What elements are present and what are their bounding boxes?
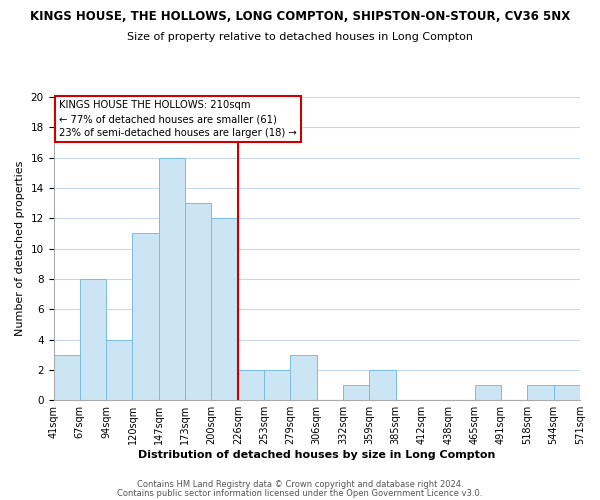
- Bar: [185, 203, 211, 400]
- Bar: [475, 385, 501, 400]
- Bar: [290, 354, 317, 400]
- Y-axis label: Number of detached properties: Number of detached properties: [15, 161, 25, 336]
- Bar: [106, 340, 133, 400]
- Bar: [264, 370, 290, 400]
- Bar: [211, 218, 238, 400]
- Bar: [133, 234, 159, 400]
- Bar: [80, 279, 106, 400]
- Text: Size of property relative to detached houses in Long Compton: Size of property relative to detached ho…: [127, 32, 473, 42]
- X-axis label: Distribution of detached houses by size in Long Compton: Distribution of detached houses by size …: [138, 450, 496, 460]
- Bar: [53, 354, 80, 400]
- Bar: [238, 370, 264, 400]
- Text: Contains HM Land Registry data © Crown copyright and database right 2024.: Contains HM Land Registry data © Crown c…: [137, 480, 463, 489]
- Bar: [343, 385, 370, 400]
- Bar: [159, 158, 185, 400]
- Text: KINGS HOUSE, THE HOLLOWS, LONG COMPTON, SHIPSTON-ON-STOUR, CV36 5NX: KINGS HOUSE, THE HOLLOWS, LONG COMPTON, …: [30, 10, 570, 23]
- Bar: [370, 370, 396, 400]
- Bar: [527, 385, 554, 400]
- Text: Contains public sector information licensed under the Open Government Licence v3: Contains public sector information licen…: [118, 488, 482, 498]
- Text: KINGS HOUSE THE HOLLOWS: 210sqm
← 77% of detached houses are smaller (61)
23% of: KINGS HOUSE THE HOLLOWS: 210sqm ← 77% of…: [59, 100, 296, 138]
- Bar: [554, 385, 580, 400]
